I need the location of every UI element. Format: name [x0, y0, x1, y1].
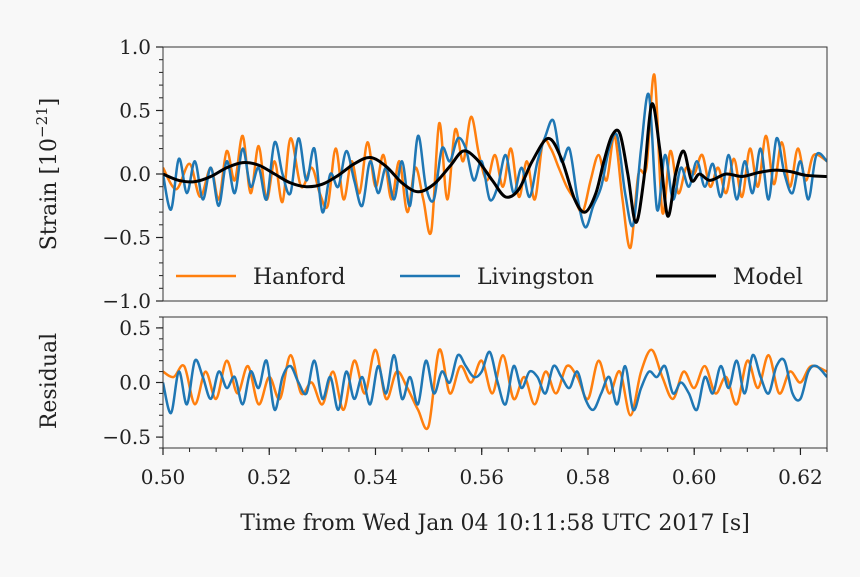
legend-label-hanford: Hanford [253, 265, 345, 290]
legend-label-model: Model [733, 265, 803, 290]
x-tick-label: 0.52 [247, 465, 292, 489]
legend: Hanford Livingston Model [176, 265, 803, 290]
residual-y-tick-label: −0.5 [102, 425, 151, 449]
x-tick-label: 0.58 [566, 465, 611, 489]
strain-y-tick-label: 1.0 [119, 35, 151, 59]
residual-series-group [163, 348, 827, 431]
x-tick-label: 0.60 [672, 465, 717, 489]
x-tick-label: 0.54 [353, 465, 398, 489]
strain-y-tick-label: −1.0 [102, 289, 151, 313]
strain-y-tick-label: −0.5 [102, 226, 151, 250]
x-axis: 0.50 0.52 0.54 0.56 0.58 0.60 0.62 [141, 448, 828, 489]
strain-y-tick-label: 0.0 [119, 162, 151, 186]
residual-y-tick-label: 0.5 [119, 316, 151, 340]
legend-label-livingston: Livingston [477, 265, 594, 290]
residual-series-livingston [163, 350, 827, 415]
strain-y-axis-label: Strain [10−21] [33, 98, 62, 251]
strain-panel: −1.0 −0.5 0.0 0.5 1.0 Hanford Livingston Model [102, 35, 828, 313]
residual-y-axis-label: Residual [37, 333, 62, 429]
strain-y-tick-label: 0.5 [119, 99, 151, 123]
x-tick-label: 0.50 [141, 465, 186, 489]
x-tick-label: 0.56 [459, 465, 504, 489]
residual-series-hanford [163, 348, 827, 431]
x-tick-label: 0.62 [778, 465, 823, 489]
strain-series-model [163, 102, 827, 224]
residual-y-tick-label: 0.0 [119, 371, 151, 395]
strain-series-livingston [163, 92, 827, 229]
x-axis-label: Time from Wed Jan 04 10:11:58 UTC 2017 [… [240, 511, 750, 536]
strain-series-group [163, 73, 827, 249]
residual-panel: −0.5 0.0 0.5 [102, 316, 828, 449]
strain-series-hanford [163, 73, 827, 249]
